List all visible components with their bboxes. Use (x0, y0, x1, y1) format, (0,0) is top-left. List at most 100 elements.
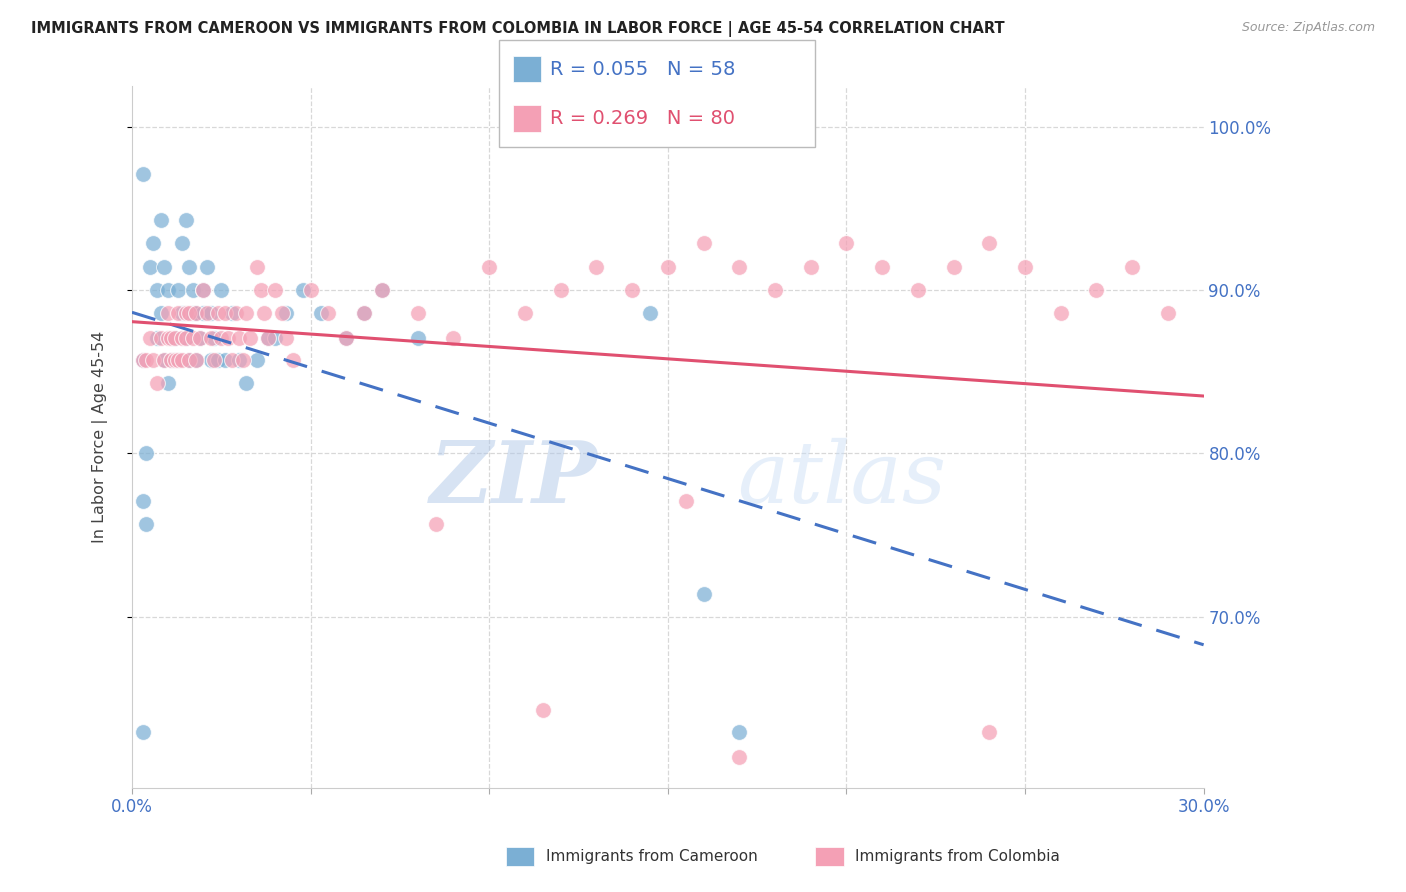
Point (195, 260, 218, 275)
Point (142, 235, 165, 250)
Point (228, 330, 250, 344)
Point (163, 330, 186, 344)
Point (181, 283, 204, 297)
Point (186, 353, 208, 368)
Point (256, 330, 278, 344)
Point (256, 330, 278, 344)
Text: R = 0.055   N = 58: R = 0.055 N = 58 (550, 60, 735, 78)
Point (131, 168, 153, 182)
Point (177, 306, 200, 320)
Point (174, 306, 197, 320)
Point (274, 330, 297, 344)
Point (135, 446, 157, 460)
Point (207, 306, 229, 320)
Point (318, 306, 340, 320)
Point (142, 353, 165, 368)
Point (188, 330, 211, 344)
Text: ZIP: ZIP (430, 437, 598, 521)
Point (281, 353, 304, 368)
Point (353, 306, 375, 320)
Point (1085, 283, 1108, 297)
Point (249, 283, 271, 297)
Point (531, 703, 554, 717)
Point (239, 330, 262, 344)
Text: IMMIGRANTS FROM CAMEROON VS IMMIGRANTS FROM COLOMBIA IN LABOR FORCE | AGE 45-54 : IMMIGRANTS FROM CAMEROON VS IMMIGRANTS F… (31, 21, 1004, 37)
Point (235, 306, 257, 320)
Point (371, 283, 394, 297)
Point (550, 283, 572, 297)
Point (193, 306, 215, 320)
Point (181, 330, 204, 344)
Point (478, 260, 501, 275)
Text: atlas: atlas (737, 438, 946, 521)
Point (406, 330, 429, 344)
Point (186, 306, 208, 320)
Point (271, 306, 294, 320)
Point (728, 725, 751, 739)
Point (1049, 306, 1071, 320)
Point (1157, 306, 1180, 320)
Point (146, 283, 169, 297)
Point (217, 330, 239, 344)
Point (177, 353, 200, 368)
Point (513, 306, 536, 320)
Point (153, 353, 176, 368)
Point (177, 353, 200, 368)
Point (235, 376, 257, 391)
Point (167, 353, 190, 368)
Point (232, 353, 254, 368)
Point (207, 353, 229, 368)
Point (163, 330, 186, 344)
Point (146, 376, 169, 391)
Point (156, 283, 179, 297)
Point (728, 260, 751, 275)
Point (425, 516, 447, 531)
Point (160, 353, 183, 368)
Point (153, 260, 176, 275)
Point (335, 330, 357, 344)
Text: Immigrants from Colombia: Immigrants from Colombia (855, 849, 1060, 863)
Point (200, 306, 222, 320)
Point (1014, 260, 1036, 275)
Point (443, 330, 465, 344)
Point (870, 260, 893, 275)
Point (146, 330, 169, 344)
Point (139, 330, 162, 344)
Point (202, 330, 225, 344)
Point (131, 353, 153, 368)
Point (246, 353, 269, 368)
Text: Immigrants from Cameroon: Immigrants from Cameroon (546, 849, 758, 863)
Point (139, 260, 162, 275)
Point (214, 353, 236, 368)
Point (200, 330, 222, 344)
Point (163, 353, 186, 368)
Point (174, 213, 197, 227)
Point (186, 353, 208, 368)
Y-axis label: In Labor Force | Age 45-54: In Labor Force | Age 45-54 (93, 331, 108, 543)
Point (149, 330, 172, 344)
Point (228, 353, 250, 368)
Point (181, 306, 204, 320)
Point (131, 493, 153, 508)
Point (253, 306, 276, 320)
Point (638, 306, 661, 320)
Point (292, 283, 315, 297)
Point (657, 260, 679, 275)
Point (835, 235, 858, 250)
Point (311, 306, 333, 320)
Point (335, 330, 357, 344)
Point (153, 353, 176, 368)
Point (167, 353, 190, 368)
Point (170, 306, 193, 320)
Text: Source: ZipAtlas.com: Source: ZipAtlas.com (1241, 21, 1375, 34)
Point (221, 353, 243, 368)
Point (156, 306, 179, 320)
Point (202, 353, 225, 368)
Point (174, 330, 197, 344)
Point (149, 306, 172, 320)
Point (942, 260, 965, 275)
Point (621, 283, 644, 297)
Point (135, 353, 157, 368)
Point (675, 493, 697, 508)
Point (907, 283, 929, 297)
